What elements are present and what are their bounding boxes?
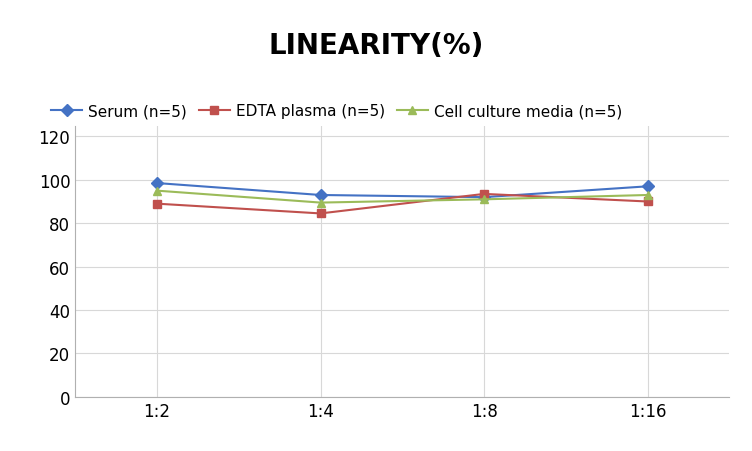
- EDTA plasma (n=5): [480, 192, 489, 197]
- Line: Cell culture media (n=5): Cell culture media (n=5): [153, 187, 652, 207]
- Serum (n=5): [643, 184, 652, 189]
- Cell culture media (n=5): [643, 193, 652, 198]
- EDTA plasma (n=5): [153, 202, 162, 207]
- Serum (n=5): [153, 181, 162, 186]
- Serum (n=5): [480, 195, 489, 200]
- Legend: Serum (n=5), EDTA plasma (n=5), Cell culture media (n=5): Serum (n=5), EDTA plasma (n=5), Cell cul…: [45, 98, 628, 125]
- EDTA plasma (n=5): [643, 199, 652, 205]
- Cell culture media (n=5): [480, 197, 489, 202]
- Cell culture media (n=5): [316, 200, 325, 206]
- Line: Serum (n=5): Serum (n=5): [153, 179, 652, 202]
- Cell culture media (n=5): [153, 189, 162, 194]
- Line: EDTA plasma (n=5): EDTA plasma (n=5): [153, 190, 652, 218]
- Text: LINEARITY(%): LINEARITY(%): [268, 32, 484, 60]
- EDTA plasma (n=5): [316, 211, 325, 216]
- Serum (n=5): [316, 193, 325, 198]
